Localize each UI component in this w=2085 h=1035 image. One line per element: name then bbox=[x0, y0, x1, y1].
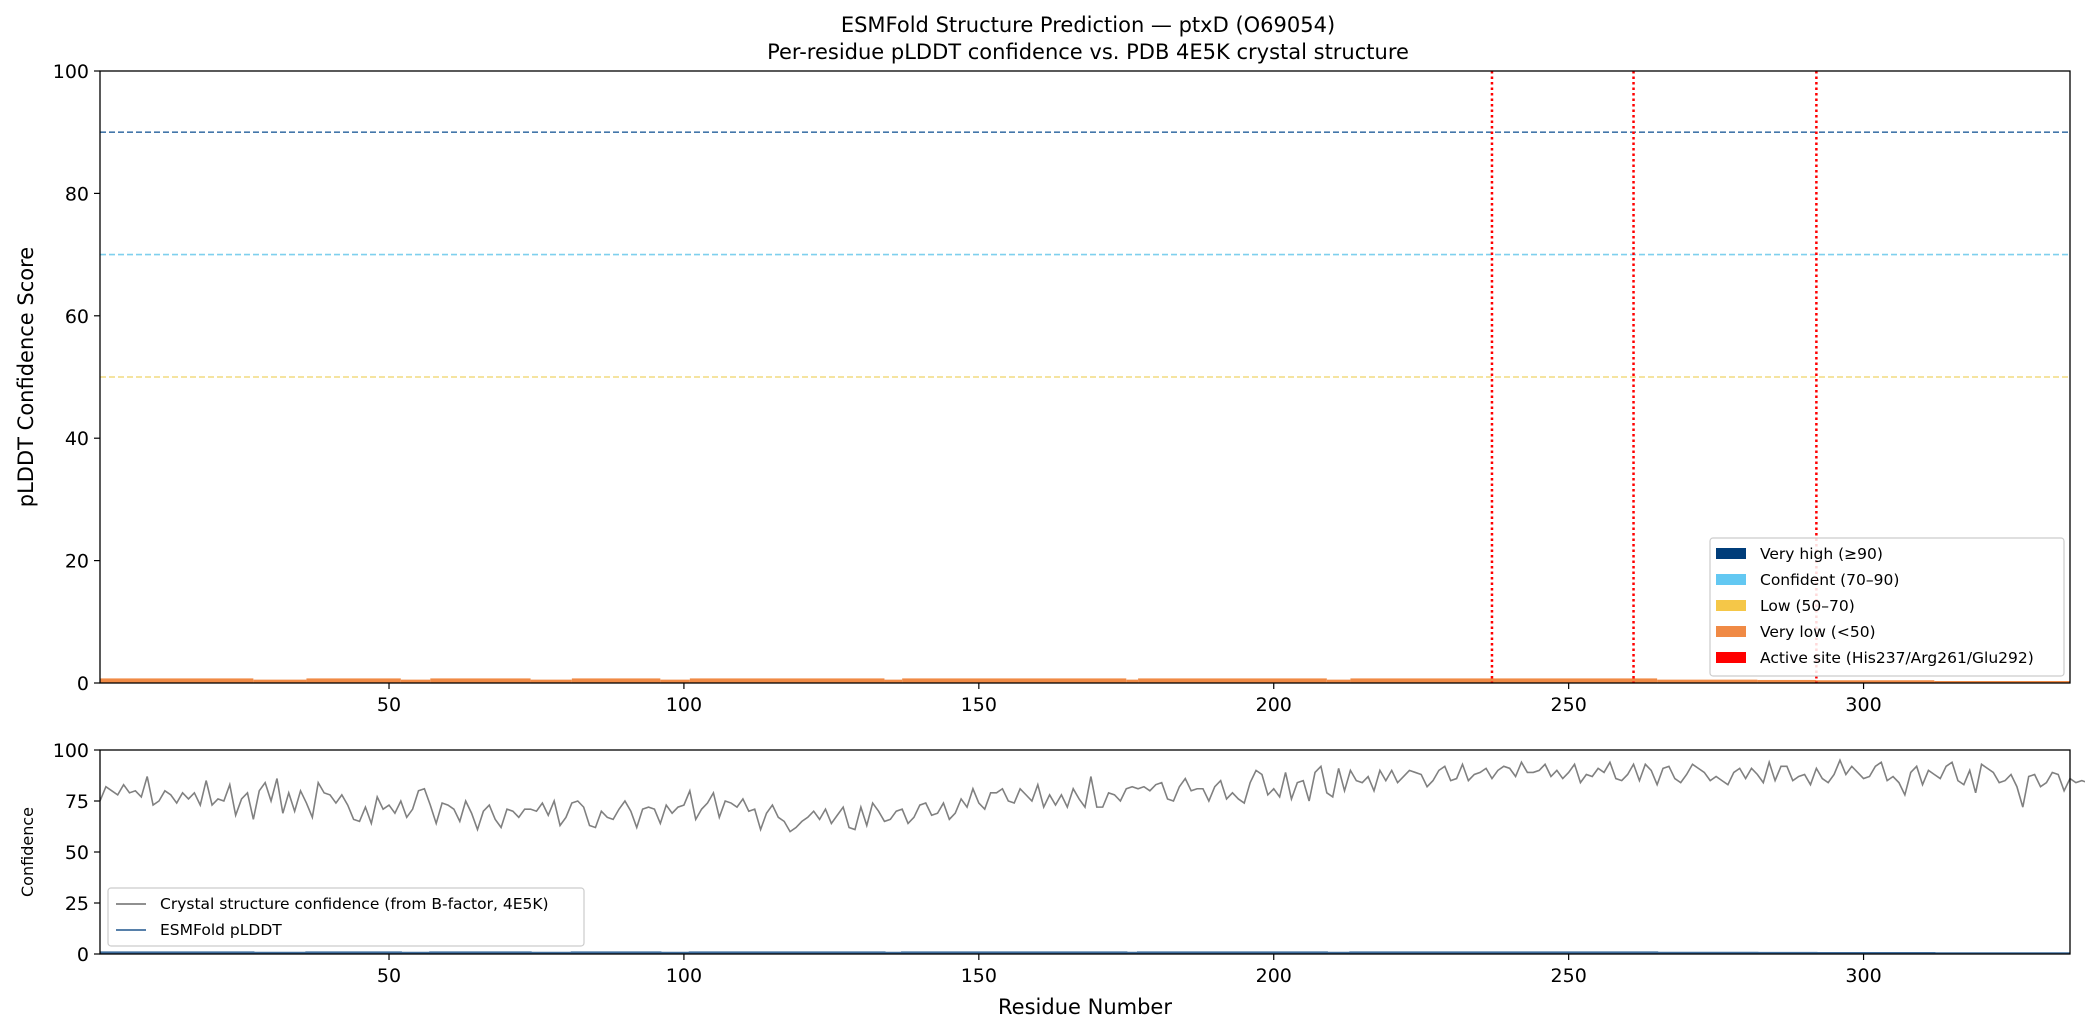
crystal-confidence-line bbox=[99, 758, 2085, 833]
legend-swatch-3 bbox=[1716, 626, 1746, 637]
plddt-bar-9 bbox=[884, 679, 903, 683]
legend-label-2: Low (50–70) bbox=[1760, 597, 1855, 615]
plddt-bar-2 bbox=[306, 678, 401, 683]
x-axis-label: Residue Number bbox=[998, 995, 1172, 1019]
plddt-legend: Very high (≥90) Confident (70–90) Low (50–… bbox=[1709, 537, 2065, 677]
x-tick-label-150: 150 bbox=[961, 965, 997, 987]
legend-swatch-2 bbox=[1716, 600, 1746, 611]
x-tick-label-50: 50 bbox=[377, 694, 401, 716]
plddt-bar-11 bbox=[1126, 679, 1139, 683]
plddt-bar-3 bbox=[400, 679, 431, 683]
legend-label-1: Confident (70–90) bbox=[1760, 571, 1899, 589]
plddt-bar-6 bbox=[571, 678, 661, 683]
y-tick-label-60: 60 bbox=[65, 306, 89, 328]
x-tick-label-150: 150 bbox=[961, 694, 997, 716]
y-tick-label-20: 20 bbox=[65, 551, 89, 573]
y-tick-label-75: 75 bbox=[65, 791, 89, 813]
confidence-series bbox=[99, 758, 2085, 955]
legend-swatch-1 bbox=[1716, 574, 1746, 585]
confidence-y-ticks: 0 25 50 75 100 bbox=[53, 740, 100, 966]
plddt-plot-frame bbox=[99, 70, 2071, 684]
y-tick-label-80: 80 bbox=[65, 183, 89, 205]
plddt-x-ticks: 50 100 150 200 250 300 bbox=[377, 683, 1882, 716]
plddt-bar-5 bbox=[530, 679, 572, 683]
legend-label-0: Very high (≥90) bbox=[1760, 545, 1883, 563]
plddt-panel: 50 100 150 200 250 300 0 20 40 60 80 100 pLDDT Con… bbox=[14, 61, 2071, 716]
y-tick-label-50: 50 bbox=[65, 842, 89, 864]
plddt-bar-12 bbox=[1138, 678, 1327, 683]
plddt-y-axis-label: pLDDT Confidence Score bbox=[14, 247, 38, 507]
x-tick-label-200: 200 bbox=[1256, 694, 1292, 716]
confidence-legend-box bbox=[107, 887, 585, 947]
x-tick-label-300: 300 bbox=[1845, 694, 1881, 716]
plddt-bar-4 bbox=[430, 678, 531, 683]
confidence-x-ticks: 50 100 150 200 250 300 bbox=[377, 954, 1882, 987]
plddt-y-ticks: 0 20 40 60 80 100 bbox=[53, 61, 100, 695]
legend-label-3: Very low (<50) bbox=[1760, 623, 1876, 641]
x-tick-label-100: 100 bbox=[666, 694, 702, 716]
confidence-legend-label-1: ESMFold pLDDT bbox=[160, 921, 282, 939]
plddt-bar-1 bbox=[253, 679, 307, 683]
legend-swatch-4 bbox=[1716, 652, 1746, 663]
x-tick-label-250: 250 bbox=[1551, 965, 1587, 987]
x-tick-label-50: 50 bbox=[377, 965, 401, 987]
legend-swatch-0 bbox=[1716, 548, 1746, 559]
plddt-legend-box bbox=[1709, 537, 2065, 677]
esmfold-plddt-line bbox=[100, 951, 2070, 955]
y-tick-label-100: 100 bbox=[53, 61, 89, 83]
confidence-y-axis-label: Confidence bbox=[18, 807, 37, 897]
plddt-bar-0 bbox=[100, 678, 254, 683]
x-tick-label-300: 300 bbox=[1845, 965, 1881, 987]
plddt-bar-16 bbox=[1757, 679, 1817, 683]
chart-title: ESMFold Structure Prediction — ptxD (O69… bbox=[841, 13, 1335, 37]
plddt-bars bbox=[100, 678, 2070, 683]
plddt-bar-10 bbox=[902, 678, 1127, 683]
y-tick-label-0: 0 bbox=[77, 944, 89, 966]
y-tick-label-100: 100 bbox=[53, 740, 89, 762]
plddt-bar-17 bbox=[1816, 680, 1935, 683]
y-tick-label-0: 0 bbox=[77, 673, 89, 695]
plddt-bar-15 bbox=[1657, 679, 1758, 683]
confidence-legend: Crystal structure confidence (from B-fac… bbox=[107, 887, 585, 947]
plddt-bar-7 bbox=[660, 679, 690, 683]
y-tick-label-25: 25 bbox=[65, 893, 89, 915]
confidence-legend-label-0: Crystal structure confidence (from B-fac… bbox=[160, 895, 549, 913]
x-tick-label-100: 100 bbox=[666, 965, 702, 987]
x-tick-label-200: 200 bbox=[1256, 965, 1292, 987]
threshold-lines bbox=[100, 131, 2070, 378]
plddt-bar-14 bbox=[1350, 678, 1658, 683]
plddt-bar-13 bbox=[1326, 679, 1351, 683]
plddt-bar-8 bbox=[689, 678, 885, 683]
x-tick-label-250: 250 bbox=[1551, 694, 1587, 716]
plddt-bar-18 bbox=[1934, 681, 2070, 683]
chart-subtitle: Per-residue pLDDT confidence vs. PDB 4E5… bbox=[767, 40, 1409, 64]
y-tick-label-40: 40 bbox=[65, 428, 89, 450]
legend-label-4: Active site (His237/Arg261/Glu292) bbox=[1760, 649, 2034, 667]
